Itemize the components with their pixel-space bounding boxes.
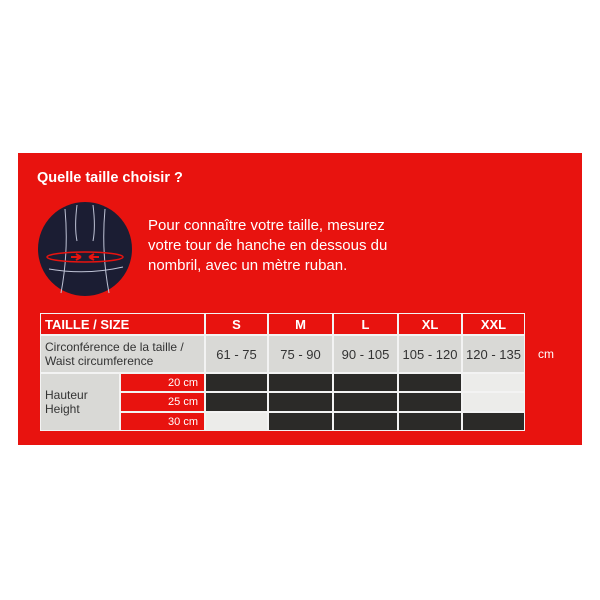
circumference-label-text: Circonférence de la taille / Waist circum… (45, 340, 184, 368)
availability-cell (333, 412, 398, 431)
availability-cell (268, 392, 333, 412)
availability-cell (205, 412, 268, 431)
height-option-label: 30 cm (120, 412, 205, 431)
size-header-xl: XL (398, 313, 462, 335)
unit-label: cm (538, 347, 554, 361)
label-line: Waist circumference (45, 354, 154, 368)
size-guide-panel: Quelle taille choisir ? Pour connaître v… (18, 153, 582, 445)
height-label: Hauteur Height (40, 373, 120, 431)
height-option-label: 20 cm (120, 373, 205, 392)
availability-cell (398, 412, 462, 431)
availability-cell (333, 373, 398, 392)
size-header-m: M (268, 313, 333, 335)
circumference-value: 90 - 105 (333, 335, 398, 373)
label-line: Hauteur (45, 388, 88, 402)
waist-measure-illustration-icon (38, 202, 132, 296)
label-line: Circonférence de la taille / (45, 340, 184, 354)
availability-cell (268, 373, 333, 392)
availability-cell (205, 392, 268, 412)
instruction-line: Pour connaître votre taille, mesurez (148, 217, 385, 234)
height-option-label: 25 cm (120, 392, 205, 412)
circumference-value: 61 - 75 (205, 335, 268, 373)
availability-cell (333, 392, 398, 412)
size-header-xxl: XXL (462, 313, 525, 335)
instruction-line: nombril, avec un mètre ruban. (148, 257, 348, 274)
size-header-label: TAILLE / SIZE (40, 313, 205, 335)
size-header-l: L (333, 313, 398, 335)
availability-cell (462, 392, 525, 412)
label-line: Height (45, 402, 80, 416)
size-header-s: S (205, 313, 268, 335)
availability-cell (268, 412, 333, 431)
circumference-label: Circonférence de la taille / Waist circum… (40, 335, 205, 373)
measurement-instructions: Pour connaître votre taille, mesurez vot… (148, 216, 448, 276)
circumference-value: 120 - 135 (462, 335, 525, 373)
availability-cell (462, 373, 525, 392)
circumference-value: 105 - 120 (398, 335, 462, 373)
circumference-value: 75 - 90 (268, 335, 333, 373)
availability-cell (398, 373, 462, 392)
guide-title: Quelle taille choisir ? (37, 170, 183, 186)
availability-cell (205, 373, 268, 392)
instruction-line: votre tour de hanche en dessous du (148, 237, 388, 254)
availability-cell (398, 392, 462, 412)
availability-cell (462, 412, 525, 431)
